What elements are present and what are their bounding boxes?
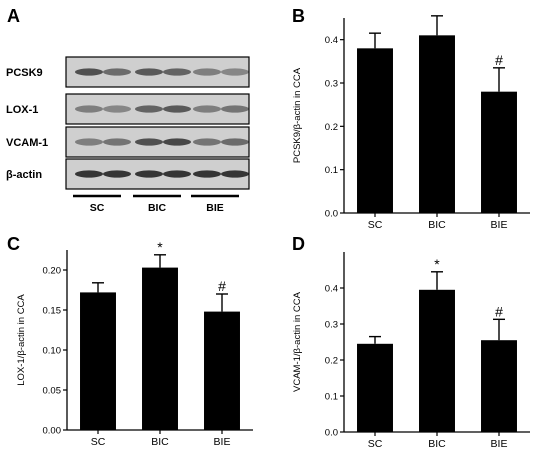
y-tick-label: 0.10 xyxy=(43,346,62,357)
y-tick-label: 0.3 xyxy=(325,79,338,90)
bar xyxy=(357,48,393,214)
panel-letter: B xyxy=(292,6,305,26)
x-tick-label: SC xyxy=(368,438,383,450)
y-tick-label: 0.0 xyxy=(325,209,338,220)
blot-band xyxy=(75,68,103,76)
blot-band xyxy=(75,105,103,113)
bar-chart-panel-c: C 0.00 0.05 0.10 0.15 0.20 LOX-1/β-actin in CC… xyxy=(7,234,253,448)
blot-group-label: BIE xyxy=(206,202,224,214)
blot-band xyxy=(103,138,131,146)
blot-band xyxy=(163,170,191,178)
y-axis-label: LOX-1/β-actin in CCA xyxy=(16,294,27,386)
y-tick-label: 0.4 xyxy=(325,35,338,46)
western-blot-panel: A PCSK9 LOX-1 VCAM-1 β-actin SC BIC BIE xyxy=(6,6,250,214)
x-tick-label: BIE xyxy=(491,438,508,450)
blot-band xyxy=(221,170,249,178)
panel-letter: C xyxy=(7,234,20,254)
blot-band xyxy=(163,138,191,146)
bar xyxy=(204,311,240,430)
blot-row-label: PCSK9 xyxy=(6,67,43,79)
blot-group-label: SC xyxy=(90,202,105,214)
blot-row-label: LOX-1 xyxy=(6,104,38,116)
significance-mark: # xyxy=(495,303,503,319)
blot-group-label: BIC xyxy=(148,202,167,214)
bar xyxy=(481,91,517,213)
bar xyxy=(357,343,393,432)
x-tick-label: SC xyxy=(368,219,383,231)
y-tick-label: 0.15 xyxy=(43,306,62,317)
blot-band xyxy=(193,170,221,178)
significance-mark: * xyxy=(157,239,163,255)
blot-band xyxy=(193,138,221,146)
blot-band xyxy=(163,105,191,113)
y-tick-label: 0.2 xyxy=(325,356,338,367)
blot-band xyxy=(135,138,163,146)
blot-band xyxy=(75,170,103,178)
y-tick-label: 0.2 xyxy=(325,122,338,133)
blot-band xyxy=(163,68,191,76)
x-tick-label: BIC xyxy=(428,219,446,231)
x-tick-label: SC xyxy=(91,436,106,448)
bar xyxy=(419,35,455,214)
blot-band xyxy=(221,105,249,113)
bar xyxy=(481,340,517,432)
y-axis-label: VCAM-1/β-actin in CCA xyxy=(292,291,303,392)
blot-band xyxy=(135,105,163,113)
blot-band xyxy=(193,68,221,76)
y-tick-label: 0.0 xyxy=(325,428,338,439)
x-tick-label: BIC xyxy=(428,438,446,450)
y-tick-label: 0.05 xyxy=(43,386,62,397)
y-tick-label: 0.1 xyxy=(325,165,338,176)
y-tick-label: 0.4 xyxy=(325,284,338,295)
blot-row-label: β-actin xyxy=(6,169,42,181)
y-tick-label: 0.20 xyxy=(43,266,62,277)
panel-letter: D xyxy=(292,234,305,254)
x-tick-label: BIC xyxy=(151,436,169,448)
x-tick-label: BIE xyxy=(491,219,508,231)
bar-chart-panel-d: D 0.0 0.1 0.2 0.3 0.4 VCAM-1/β-actin in CCA SC *… xyxy=(292,234,530,450)
y-tick-label: 0.1 xyxy=(325,392,338,403)
blot-band xyxy=(221,138,249,146)
y-tick-label: 0.00 xyxy=(43,426,62,437)
bar-chart-panel-b: B 0.0 0.1 0.2 0.3 0.4 PCSK9/β-actin in CCA SC BI… xyxy=(292,6,530,231)
significance-mark: # xyxy=(495,52,503,68)
bar xyxy=(419,289,455,432)
blot-band xyxy=(135,170,163,178)
significance-mark: * xyxy=(434,256,440,272)
significance-mark: # xyxy=(218,278,226,294)
blot-row-label: VCAM-1 xyxy=(6,137,48,149)
blot-band xyxy=(103,68,131,76)
bar xyxy=(142,267,178,430)
blot-band xyxy=(135,68,163,76)
blot-band xyxy=(103,170,131,178)
blot-band xyxy=(75,138,103,146)
x-tick-label: BIE xyxy=(214,436,231,448)
blot-band xyxy=(103,105,131,113)
blot-band xyxy=(221,68,249,76)
y-axis-label: PCSK9/β-actin in CCA xyxy=(292,67,303,163)
bar xyxy=(80,292,116,430)
y-tick-label: 0.3 xyxy=(325,320,338,331)
blot-band xyxy=(193,105,221,113)
panel-letter-a: A xyxy=(7,6,20,26)
